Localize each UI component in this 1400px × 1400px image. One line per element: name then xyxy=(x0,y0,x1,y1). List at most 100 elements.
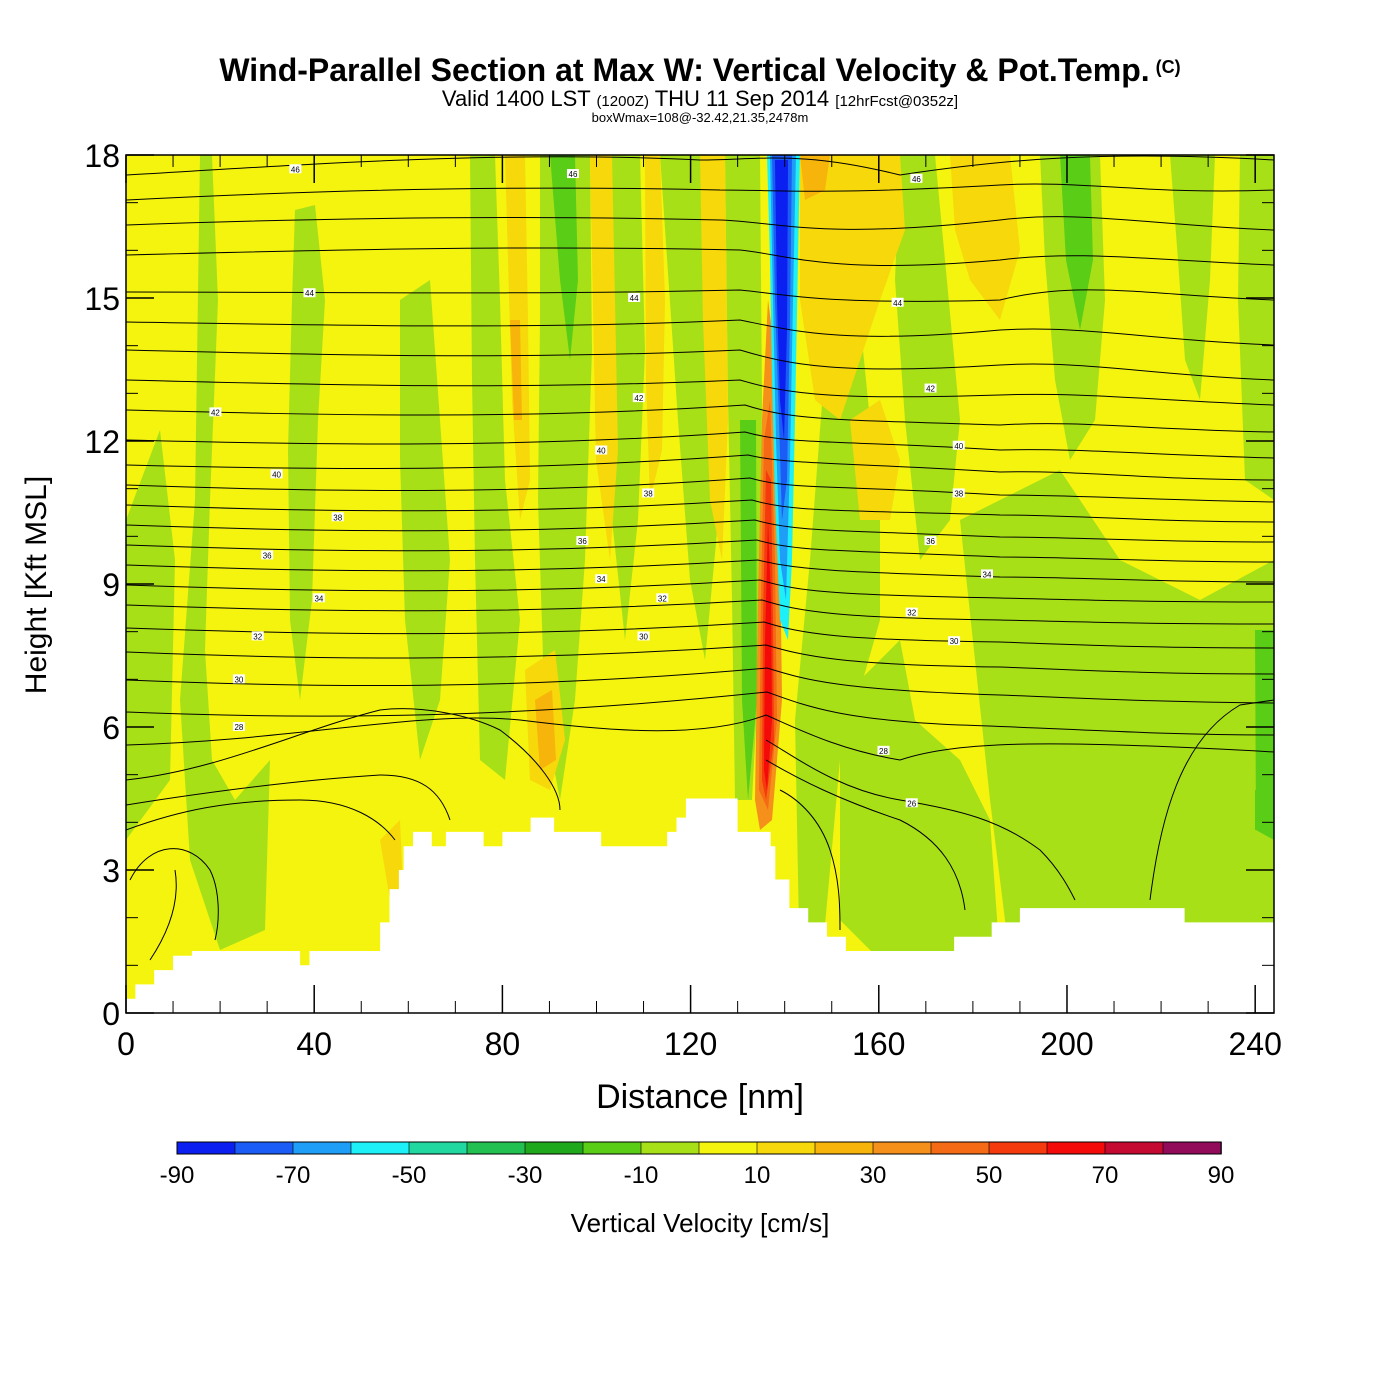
theta-label-bg xyxy=(637,631,650,641)
valid-prefix: Valid 1400 LST xyxy=(441,86,591,111)
theta-label: 36 xyxy=(578,537,587,546)
copyright-mark: (C) xyxy=(1155,57,1181,77)
chart-title-text: Wind-Parallel Section at Max W: Vertical… xyxy=(219,52,1150,88)
theta-label: 38 xyxy=(954,489,963,498)
theta-label: 34 xyxy=(597,575,606,584)
theta-label: 32 xyxy=(907,609,916,618)
colorbar-swatch xyxy=(1162,1141,1222,1155)
theta-contour xyxy=(126,477,1274,503)
terrain-mask xyxy=(126,798,1274,1013)
field-band xyxy=(126,430,175,840)
theta-label: 28 xyxy=(234,723,243,732)
field-band xyxy=(895,155,960,560)
x-tick-label: 200 xyxy=(1040,1026,1093,1062)
theta-label-bg xyxy=(905,607,918,617)
theta-contour xyxy=(126,774,451,821)
theta-label: 30 xyxy=(950,637,959,646)
theta-label: 30 xyxy=(234,675,243,684)
colorbar-tick-label: -10 xyxy=(624,1162,659,1189)
x-tick-label: 40 xyxy=(296,1026,332,1062)
field-band xyxy=(180,155,270,950)
theta-label: 44 xyxy=(893,299,902,308)
colorbar-tick-label: 30 xyxy=(860,1162,887,1189)
colorbar-frame xyxy=(176,1141,1222,1155)
theta-label-bg xyxy=(576,536,589,546)
x-tick-label: 160 xyxy=(852,1026,905,1062)
colorbar-swatch xyxy=(292,1141,352,1155)
field-band xyxy=(1255,790,1262,830)
theta-label-bg xyxy=(312,593,325,603)
theta-contour xyxy=(126,379,1274,406)
theta-label-bg xyxy=(251,631,264,641)
colorbar-swatch xyxy=(1046,1141,1106,1155)
field-band xyxy=(800,155,905,420)
colorbar-swatch xyxy=(1104,1141,1164,1155)
x-tick-label: 80 xyxy=(485,1026,521,1062)
theta-label: 26 xyxy=(907,799,916,808)
theta-label: 44 xyxy=(630,294,639,303)
colorbar-swatch xyxy=(698,1141,758,1155)
field-band xyxy=(740,420,757,800)
theta-label-bg xyxy=(924,536,937,546)
theta-label-bg xyxy=(924,383,937,393)
theta-contour-labels: 46 46 46 44 44 44 42 42 42 40 40 40 38 38 38 36 36 36 34 34… xyxy=(209,164,993,808)
theta-label: 32 xyxy=(658,594,667,603)
theta-contour xyxy=(126,247,1274,266)
theta-label-bg xyxy=(632,393,645,403)
theta-label-bg xyxy=(566,169,579,179)
theta-label: 42 xyxy=(634,394,643,403)
colorbar-tick-label: -90 xyxy=(160,1162,195,1189)
colorbar-swatch xyxy=(988,1141,1048,1155)
theta-label-bg xyxy=(628,293,641,302)
theta-contour xyxy=(126,216,1274,231)
field-band xyxy=(645,155,665,500)
theta-label-bg xyxy=(952,440,965,450)
field-band xyxy=(960,470,1274,960)
colorbar-swatch xyxy=(176,1141,236,1155)
field-band xyxy=(538,155,592,800)
theta-label-bg xyxy=(642,488,655,498)
field-band xyxy=(1060,155,1093,330)
theta-label: 46 xyxy=(912,175,921,184)
theta-contour xyxy=(126,644,1274,675)
colorbar-tick-label: -50 xyxy=(392,1162,427,1189)
field-band xyxy=(1170,155,1215,400)
field-band xyxy=(288,205,325,700)
theta-label: 40 xyxy=(954,442,963,451)
theta-label-bg xyxy=(952,488,965,498)
theta-contour xyxy=(126,559,1274,583)
field-band xyxy=(700,155,728,560)
theta-label-bg xyxy=(981,569,993,579)
field-band xyxy=(850,400,900,520)
axis-ticks xyxy=(125,154,1274,1014)
theta-label: 28 xyxy=(879,747,888,756)
theta-contour xyxy=(126,499,1274,523)
theta-label-bg xyxy=(232,722,245,731)
theta-label: 38 xyxy=(333,513,342,522)
theta-contour xyxy=(765,759,966,911)
field-band xyxy=(950,155,1020,320)
x-axis-label: Distance [nm] xyxy=(596,1078,804,1116)
theta-contour xyxy=(126,714,1274,761)
colorbar-swatch xyxy=(756,1141,816,1155)
x-tick-label: 0 xyxy=(117,1026,135,1062)
y-tick-label: 3 xyxy=(102,853,120,889)
downdraft-core xyxy=(775,160,788,440)
theta-label: 40 xyxy=(272,470,281,479)
valid-date: THU 11 Sep 2014 xyxy=(654,86,830,111)
theta-contour xyxy=(126,539,1274,563)
colorbar-tick-label: -70 xyxy=(276,1162,311,1189)
y-tick-labels: 0 3 6 9 12 15 18 xyxy=(84,138,120,1032)
box-info: boxWmax=108@-32.42,21.35,2478m xyxy=(591,110,809,125)
theta-label: 40 xyxy=(597,447,606,456)
theta-contour xyxy=(126,599,1274,625)
colorbar-swatch xyxy=(582,1141,642,1155)
y-tick-label: 9 xyxy=(102,567,120,603)
theta-contour xyxy=(126,289,1274,302)
field-band xyxy=(608,155,645,640)
theta-label-bg xyxy=(303,288,316,298)
colorbar-swatch xyxy=(408,1141,468,1155)
updraft-core xyxy=(764,520,772,790)
theta-contour xyxy=(126,621,1274,649)
